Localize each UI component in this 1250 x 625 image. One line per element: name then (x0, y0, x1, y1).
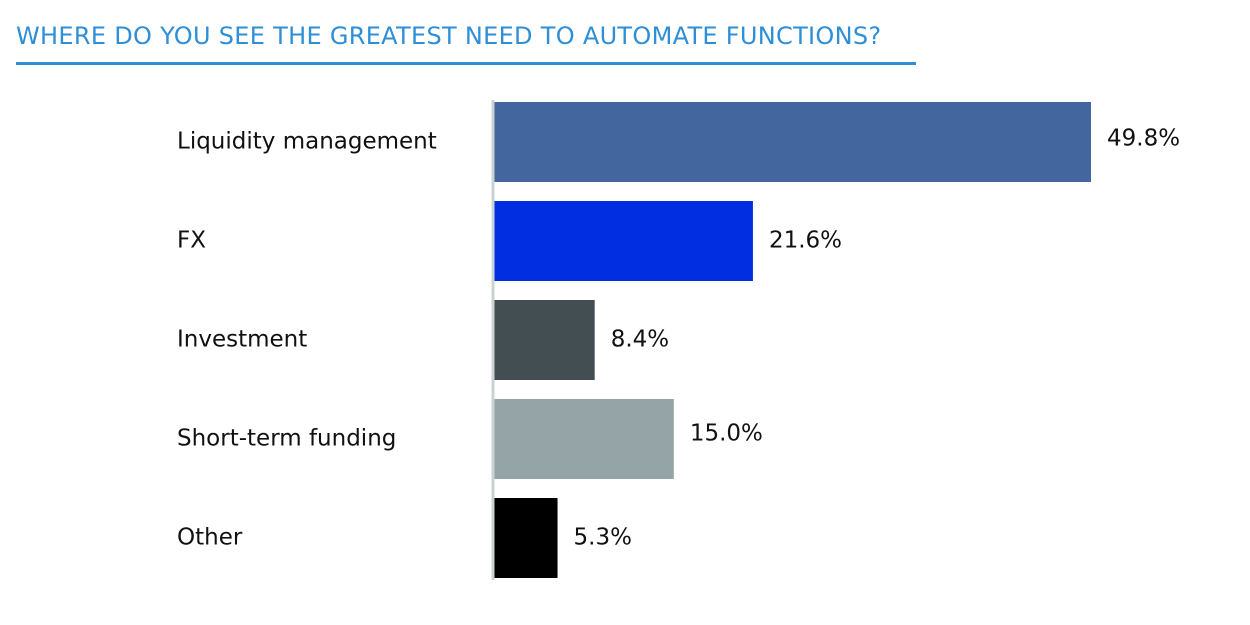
category-label-other: Other (177, 525, 243, 551)
value-label-short-term-funding: 15.0% (690, 421, 763, 447)
category-label-short-term-funding: Short-term funding (177, 426, 396, 452)
title-underline (16, 62, 916, 65)
category-label-liquidity-management: Liquidity management (177, 129, 437, 155)
bar-fx (494, 201, 753, 281)
value-label-liquidity-management: 49.8% (1107, 126, 1180, 152)
bar-other (494, 498, 558, 578)
bar-short-term-funding (494, 399, 674, 479)
value-label-fx: 21.6% (769, 228, 842, 254)
value-label-other: 5.3% (574, 525, 632, 551)
bar-investment (494, 300, 595, 380)
value-label-investment: 8.4% (611, 327, 669, 353)
category-label-investment: Investment (177, 327, 307, 353)
category-label-fx: FX (177, 228, 206, 254)
bar-liquidity-management (494, 102, 1091, 182)
chart-title: WHERE DO YOU SEE THE GREATEST NEED TO AU… (16, 22, 882, 50)
